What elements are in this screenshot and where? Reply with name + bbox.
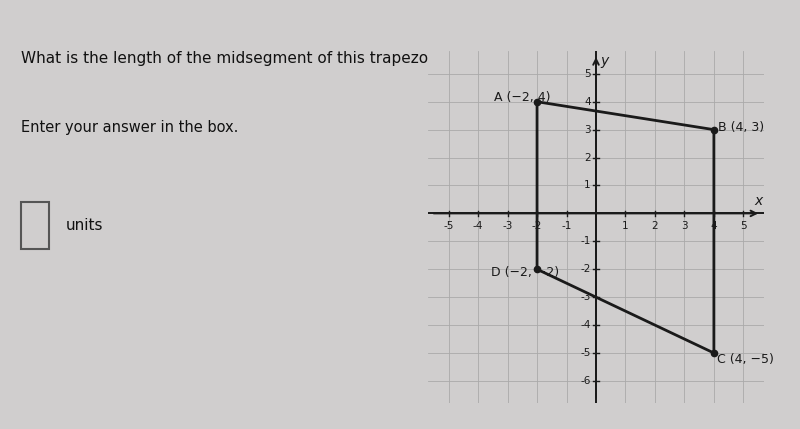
Text: 2: 2 [652,221,658,231]
Text: -5: -5 [580,348,590,358]
Text: What is the length of the midsegment of this trapezoid?: What is the length of the midsegment of … [22,51,450,66]
Text: -1: -1 [580,236,590,246]
Text: y: y [601,54,609,68]
Text: A (−2, 4): A (−2, 4) [494,91,551,104]
Text: 3: 3 [681,221,688,231]
Text: -2: -2 [532,221,542,231]
Text: -4: -4 [473,221,483,231]
Text: Enter your answer in the box.: Enter your answer in the box. [22,120,238,135]
Text: 1: 1 [584,181,590,190]
Text: -1: -1 [562,221,572,231]
Text: C (4, −5): C (4, −5) [718,353,774,366]
Text: D (−2, −2): D (−2, −2) [491,266,559,278]
Text: 2: 2 [584,153,590,163]
Text: units: units [66,218,103,233]
Text: -2: -2 [580,264,590,274]
Text: B (4, 3): B (4, 3) [718,121,765,134]
Text: -5: -5 [443,221,454,231]
Text: 1: 1 [622,221,629,231]
Text: -3: -3 [502,221,513,231]
Bar [22,202,49,249]
Text: 4: 4 [710,221,718,231]
Text: 4: 4 [584,97,590,107]
Text: 3: 3 [584,125,590,135]
Text: -3: -3 [580,292,590,302]
Text: -6: -6 [580,376,590,386]
Text: 5: 5 [584,69,590,79]
Text: 5: 5 [740,221,746,231]
Text: -4: -4 [580,320,590,330]
Text: x: x [754,194,762,208]
